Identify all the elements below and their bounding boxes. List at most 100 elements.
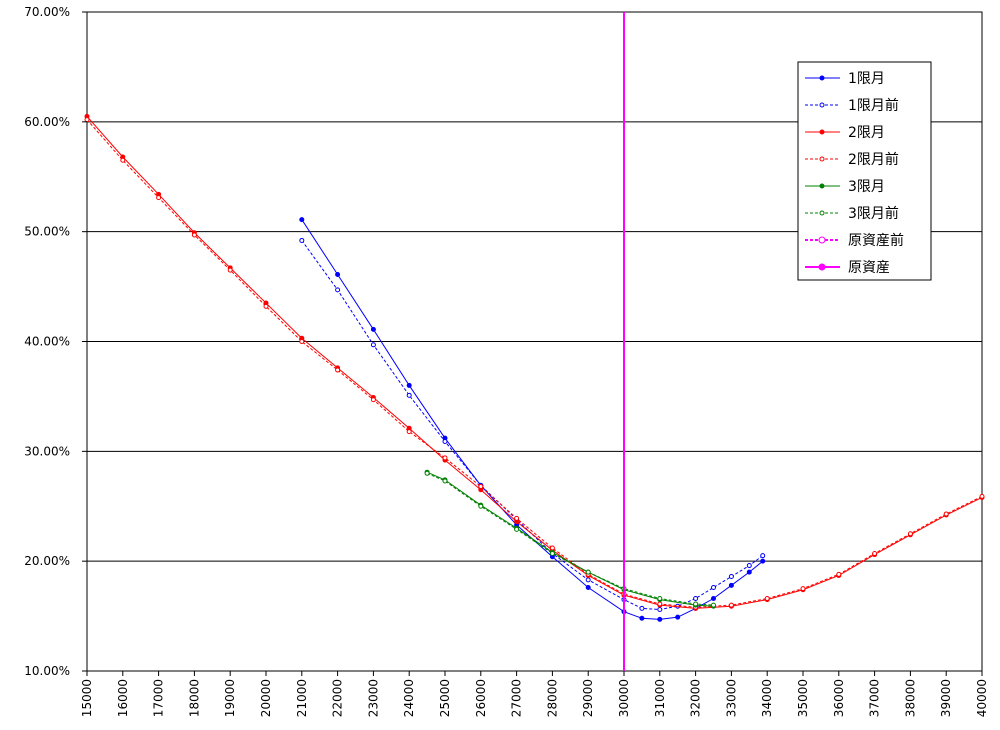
data-point (478, 503, 484, 509)
x-tick-label: 25000 (438, 679, 452, 717)
legend-label: 原資産前 (848, 232, 904, 249)
y-tick-label: 20.00% (24, 554, 70, 568)
x-tick-label: 20000 (259, 679, 273, 717)
data-point (585, 577, 591, 583)
x-tick-label: 24000 (402, 679, 416, 717)
legend-label: 3限月 (848, 179, 885, 195)
y-tick-label: 40.00% (24, 335, 70, 349)
data-point (657, 601, 663, 607)
x-tick-label: 27000 (510, 679, 524, 717)
data-point (478, 483, 484, 489)
data-point (657, 606, 663, 612)
legend-marker (819, 129, 825, 135)
data-point (639, 615, 645, 621)
legend-label: 原資産 (848, 260, 890, 276)
data-point (514, 515, 520, 521)
data-point (711, 602, 716, 608)
y-tick-label: 10.00% (24, 664, 70, 678)
data-point (549, 545, 555, 551)
x-tick-label: 22000 (331, 679, 345, 717)
data-point (746, 563, 752, 569)
y-tick-label: 70.00% (24, 5, 70, 19)
data-point (585, 569, 591, 575)
series-line (426, 471, 714, 607)
legend-marker (819, 102, 825, 108)
data-point (299, 217, 305, 223)
legend-marker (818, 263, 826, 271)
data-point (442, 478, 448, 484)
legend-box (797, 61, 932, 281)
x-tick-label: 32000 (689, 679, 703, 717)
legend-label: 2限月 (848, 125, 885, 141)
x-tick-label: 33000 (724, 679, 738, 717)
data-point (299, 339, 305, 344)
data-point (711, 585, 716, 591)
data-point (907, 531, 913, 537)
x-tick-label: 37000 (868, 679, 882, 717)
x-tick-label: 21000 (295, 679, 309, 717)
series-line (86, 116, 983, 609)
data-point (728, 602, 734, 608)
data-point (728, 582, 734, 588)
data-point (120, 157, 126, 163)
x-tick-label: 23000 (366, 679, 380, 717)
legend-marker (819, 210, 825, 216)
x-tick-label: 34000 (760, 679, 774, 717)
x-tick-label: 30000 (617, 679, 631, 717)
data-point (760, 558, 766, 564)
x-tick-label: 28000 (545, 679, 559, 717)
series-line (86, 119, 983, 608)
x-tick-label: 29000 (581, 679, 595, 717)
x-tick-label: 36000 (832, 679, 846, 717)
data-point (424, 470, 430, 476)
legend-marker (819, 75, 825, 81)
data-point (800, 586, 806, 592)
x-tick-label: 17000 (152, 679, 166, 717)
x-tick-label: 18000 (187, 679, 201, 717)
legend-label: 1限月 (848, 71, 885, 87)
data-point (227, 267, 233, 273)
data-point (406, 429, 412, 435)
data-point (549, 550, 555, 556)
data-point (585, 585, 591, 591)
series-line (301, 240, 764, 610)
legend-label: 2限月前 (848, 151, 899, 168)
series-line (301, 219, 764, 620)
data-point (442, 438, 448, 444)
x-tick-label: 35000 (796, 679, 810, 717)
data-point (760, 553, 766, 559)
data-point (639, 605, 645, 611)
data-point (514, 526, 520, 532)
data-point (693, 596, 699, 602)
x-tick-label: 26000 (474, 679, 488, 717)
data-point (442, 455, 448, 461)
data-point (657, 616, 663, 622)
data-point (872, 550, 878, 556)
x-tick-label: 31000 (653, 679, 667, 717)
x-tick-label: 40000 (975, 679, 989, 717)
data-point (943, 511, 949, 517)
x-tick-label: 38000 (903, 679, 917, 717)
data-point (657, 596, 663, 602)
data-point (711, 596, 716, 602)
data-point (406, 392, 412, 398)
data-point (156, 195, 162, 201)
legend-marker (819, 156, 825, 162)
data-point (764, 596, 770, 602)
data-point (746, 569, 752, 575)
data-point (406, 382, 412, 388)
y-tick-label: 30.00% (24, 444, 70, 458)
x-tick-label: 39000 (939, 679, 953, 717)
data-point (335, 272, 341, 278)
series-line (426, 472, 714, 606)
data-point (335, 367, 341, 373)
legend-label: 3限月前 (848, 205, 899, 222)
data-point (370, 326, 376, 332)
x-tick-label: 15000 (80, 679, 94, 717)
legend-marker (819, 183, 825, 189)
y-tick-label: 50.00% (24, 225, 70, 239)
legend-marker (818, 236, 826, 244)
data-point (836, 571, 842, 577)
data-point (299, 237, 305, 243)
